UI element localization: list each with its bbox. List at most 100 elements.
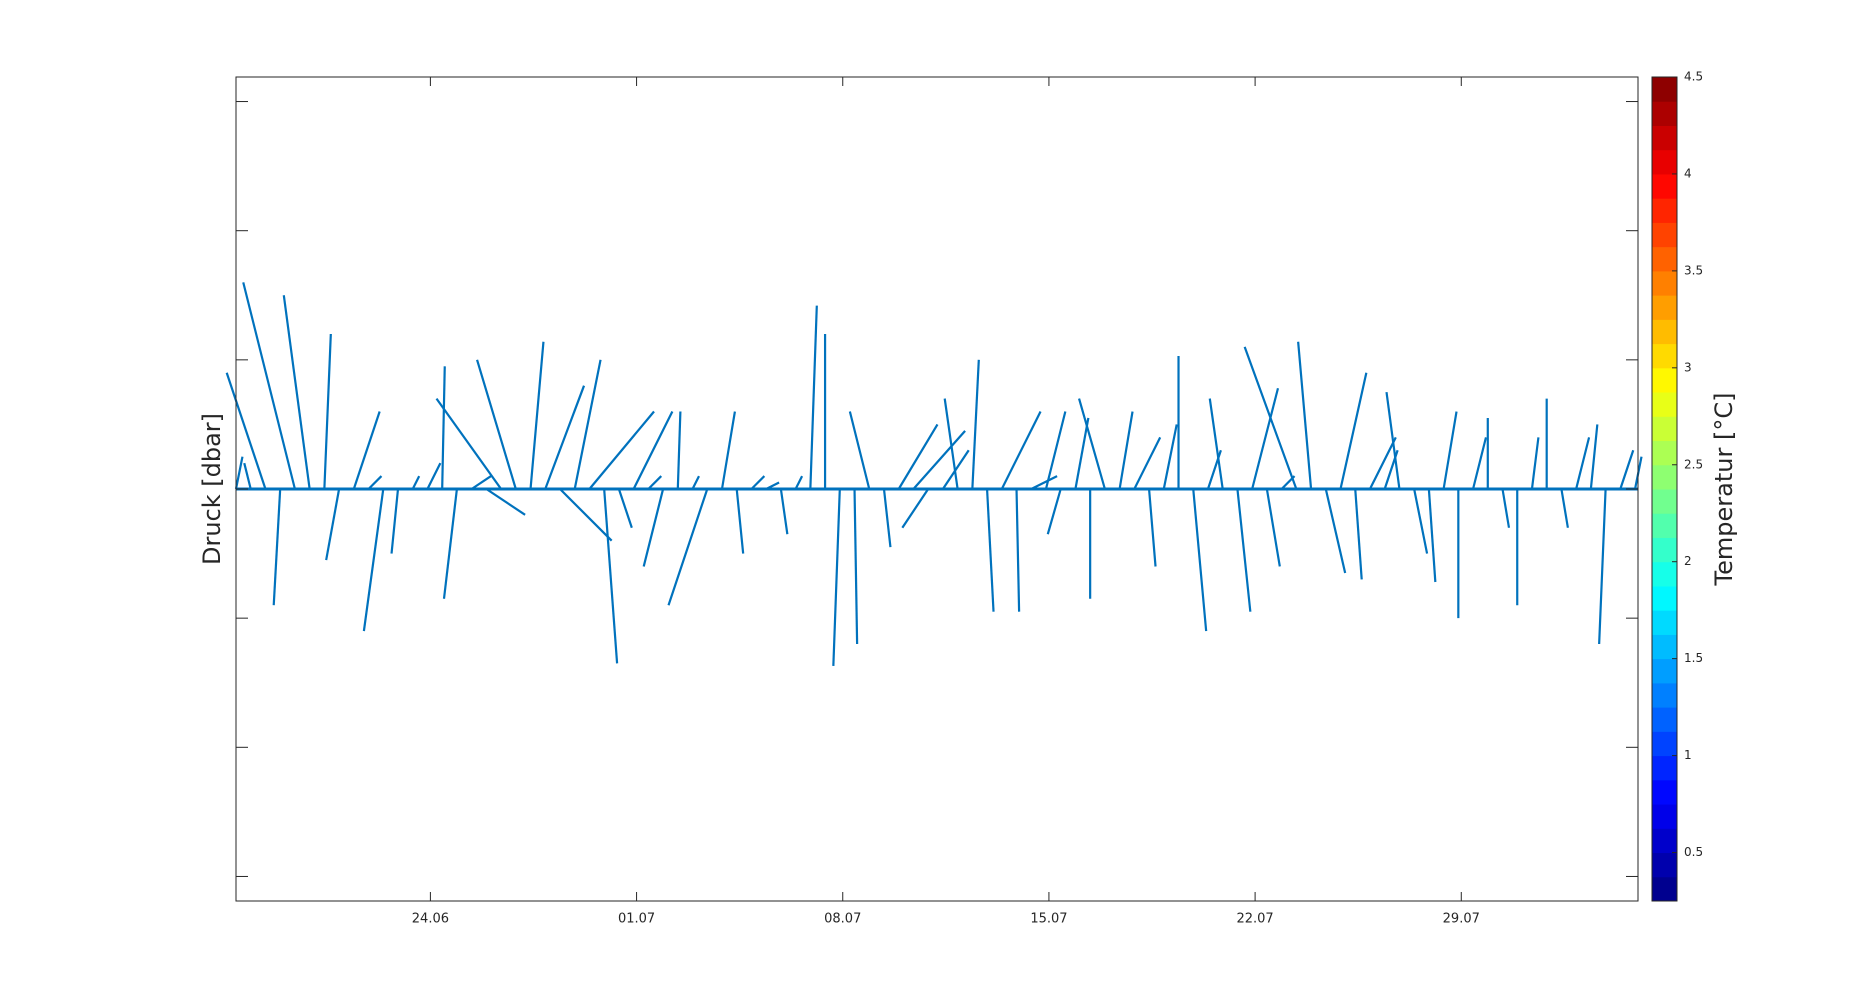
feather-vector bbox=[1413, 488, 1429, 554]
x-tick-label: 01.07 bbox=[618, 912, 655, 927]
colorbar-cell bbox=[1652, 246, 1677, 272]
colorbar-cell bbox=[1652, 779, 1677, 805]
colorbar-cell bbox=[1652, 319, 1677, 345]
x-tick-label: 15.07 bbox=[1030, 912, 1067, 927]
feather-vector bbox=[476, 359, 517, 490]
colorbar-cell bbox=[1652, 852, 1677, 878]
feather-vector bbox=[272, 488, 282, 606]
colorbar-tick-label: 2 bbox=[1684, 554, 1692, 568]
feather-vector bbox=[1046, 488, 1062, 535]
feather-vector bbox=[765, 481, 780, 490]
feather-vector bbox=[323, 333, 332, 490]
feather-vector bbox=[325, 488, 341, 561]
feather-vector bbox=[1077, 398, 1106, 490]
colorbar-cell bbox=[1652, 125, 1677, 151]
feather-vector bbox=[390, 488, 400, 554]
colorbar-cell bbox=[1652, 222, 1677, 248]
colorbar-cell bbox=[1652, 101, 1677, 126]
feather-vector bbox=[720, 411, 736, 490]
x-tick-label: 24.06 bbox=[412, 912, 449, 927]
feather-vector bbox=[1385, 391, 1401, 490]
feather-vector bbox=[1133, 436, 1162, 490]
colorbar-cell bbox=[1652, 367, 1677, 393]
y-axis-label: Druck [dbar] bbox=[198, 413, 226, 565]
colorbar-cell bbox=[1652, 634, 1677, 660]
feather-vector bbox=[1339, 372, 1368, 490]
colorbar-cell bbox=[1652, 682, 1677, 708]
feather-vector bbox=[1560, 488, 1569, 528]
feather-vector bbox=[559, 488, 613, 542]
feather-vector bbox=[471, 475, 492, 490]
colorbar-frame bbox=[1651, 76, 1678, 902]
feather-vector bbox=[642, 488, 665, 567]
feather-vector bbox=[1598, 488, 1607, 645]
feather-vector bbox=[901, 488, 930, 529]
colorbar-cell bbox=[1652, 416, 1677, 442]
colorbar-cell bbox=[1652, 343, 1677, 369]
feather-vector bbox=[848, 411, 871, 490]
feather-vector bbox=[632, 411, 674, 490]
feather-vector bbox=[225, 372, 267, 490]
feather-vector bbox=[832, 488, 841, 666]
feather-vector bbox=[647, 475, 663, 490]
feather-vector bbox=[1427, 488, 1437, 583]
feather-vector bbox=[1265, 488, 1281, 567]
colorbar-cell bbox=[1652, 658, 1677, 684]
colorbar-cell bbox=[1652, 610, 1677, 635]
feather-vector bbox=[1243, 346, 1298, 490]
feather-vector bbox=[426, 462, 442, 490]
feather-vector bbox=[1471, 437, 1488, 490]
feather-vector bbox=[1192, 488, 1208, 632]
feather-vector bbox=[779, 488, 789, 535]
colorbar-tick-label: 1.5 bbox=[1684, 651, 1703, 665]
x-tick-label: 29.07 bbox=[1443, 912, 1480, 927]
feather-vector bbox=[529, 341, 545, 490]
feather-vector bbox=[485, 488, 526, 516]
feather-vector bbox=[1619, 449, 1635, 490]
colorbar-cell bbox=[1652, 77, 1677, 102]
feather-vector bbox=[367, 475, 383, 490]
feather-vector bbox=[282, 295, 311, 490]
feather-vector bbox=[735, 488, 745, 554]
colorbar-cell bbox=[1652, 537, 1677, 563]
feather-vector bbox=[1044, 411, 1067, 490]
colorbar-tick-label: 4 bbox=[1684, 166, 1692, 180]
feather-vector bbox=[1368, 436, 1397, 490]
feather-vector bbox=[1000, 411, 1042, 490]
feather-vector bbox=[1442, 411, 1458, 490]
feather-vector bbox=[809, 305, 818, 490]
colorbar-cell bbox=[1652, 149, 1677, 175]
feather-vector bbox=[667, 488, 709, 606]
feather-vector bbox=[1030, 475, 1058, 490]
feather-vector bbox=[442, 488, 458, 599]
feather-vector bbox=[794, 475, 804, 490]
feather-vector bbox=[1236, 488, 1252, 612]
feather-vector bbox=[971, 359, 980, 490]
feather-vector bbox=[882, 488, 892, 548]
colorbar-tick-label: 3.5 bbox=[1684, 263, 1703, 277]
feather-vector bbox=[617, 488, 633, 529]
x-tick-label: 08.07 bbox=[824, 912, 861, 927]
colorbar-cell bbox=[1652, 876, 1677, 902]
feather-vector bbox=[943, 398, 959, 490]
colorbar-tick-label: 3 bbox=[1684, 360, 1692, 374]
colorbar-label: Temperatur [°C] bbox=[1710, 393, 1738, 587]
feather-vector bbox=[1589, 424, 1599, 490]
colorbar-cell bbox=[1652, 585, 1677, 611]
feather-vector bbox=[1324, 488, 1347, 574]
feather-vector bbox=[1297, 341, 1313, 490]
colorbar-cell bbox=[1652, 173, 1677, 199]
feather-vector bbox=[676, 411, 682, 490]
feather-vector bbox=[750, 475, 766, 490]
feather-vector bbox=[243, 462, 252, 490]
feather-vector bbox=[435, 397, 502, 490]
feather-vector bbox=[362, 488, 385, 632]
colorbar-tick-label: 2.5 bbox=[1684, 457, 1703, 471]
feather-vector bbox=[441, 366, 446, 490]
feather-vector bbox=[242, 282, 296, 490]
feather-vector bbox=[912, 430, 966, 490]
feather-vector bbox=[1074, 417, 1090, 490]
feather-vector bbox=[1251, 387, 1280, 490]
